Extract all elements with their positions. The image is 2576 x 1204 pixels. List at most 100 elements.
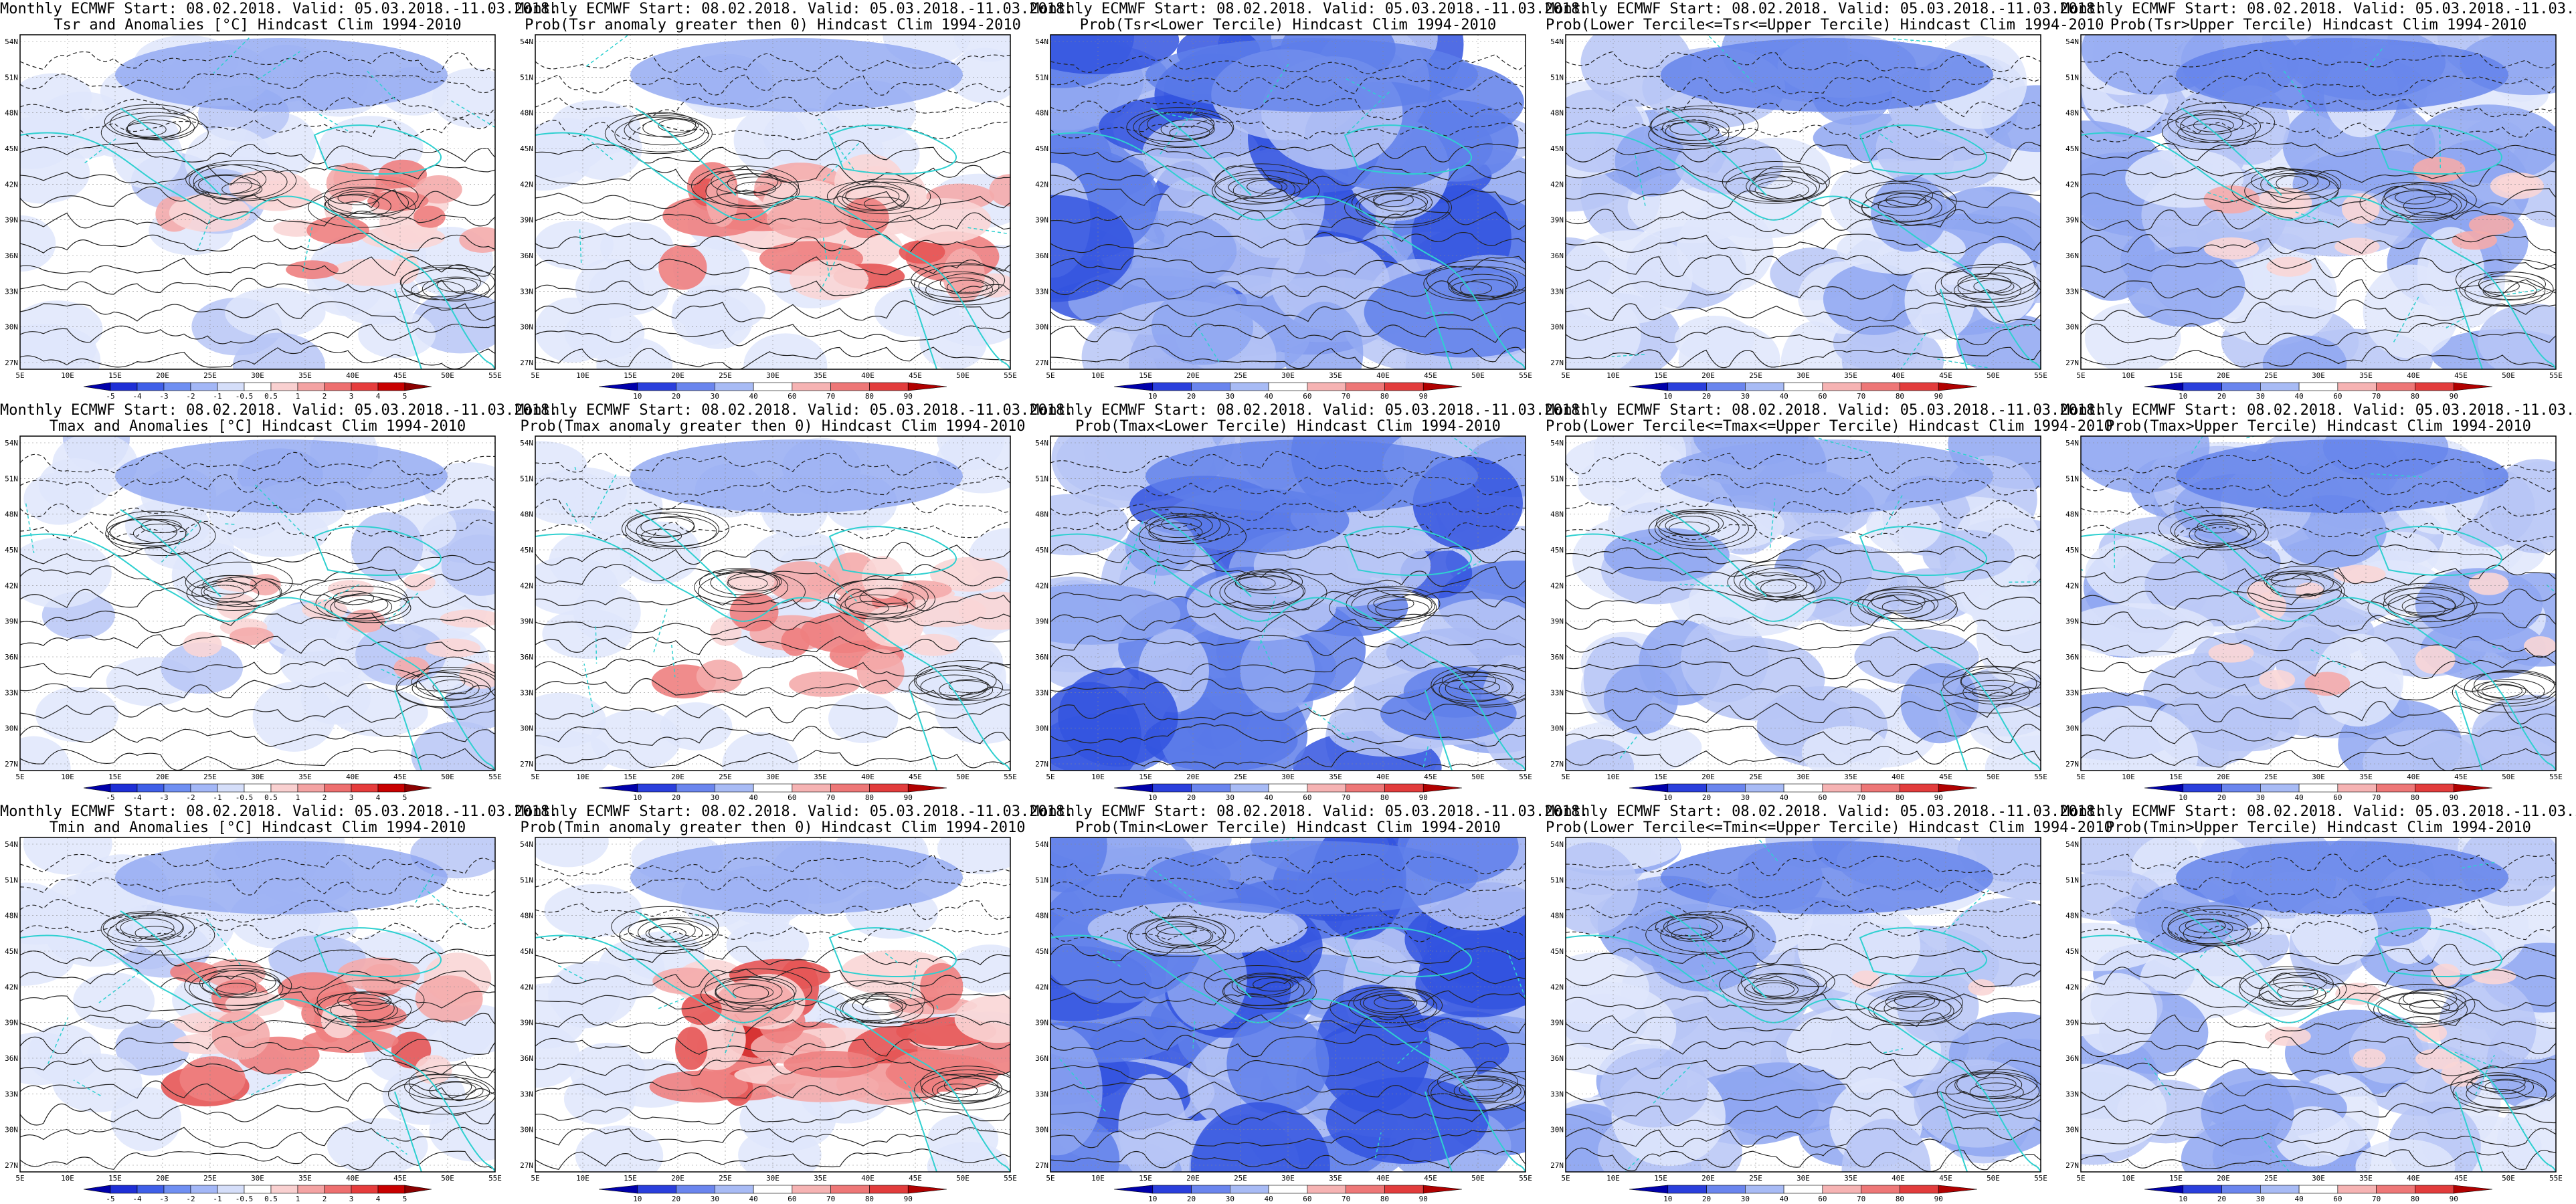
- latitude-tick-label: 30N: [1035, 1126, 1048, 1134]
- isotherm-contour: [1566, 968, 2041, 987]
- colorbar-swatch: [2453, 382, 2493, 391]
- warm-anomaly-area: [781, 627, 810, 656]
- terrain-contour: [691, 165, 800, 207]
- cold-anomaly-area: [535, 837, 609, 868]
- latitude-tick-label: 33N: [1550, 688, 1564, 697]
- longitude-tick-label: 30E: [2312, 371, 2325, 380]
- colorbar-label: 10: [633, 392, 642, 401]
- colorbar-label: 60: [1818, 1195, 1827, 1203]
- longitude-tick-label: 35E: [1844, 773, 1857, 781]
- colorbar-label: 90: [1419, 392, 1428, 401]
- country-border: [402, 498, 405, 502]
- colorbar-swatch: [190, 1185, 218, 1194]
- country-border: [1125, 520, 1143, 572]
- terrain-contour: [1940, 264, 2035, 300]
- colorbar-label: 80: [2411, 793, 2419, 802]
- colorbar-label: 2: [323, 793, 327, 802]
- coastline: [20, 132, 495, 369]
- colorbar-label: 60: [2333, 793, 2342, 802]
- latitude-tick-label: 42N: [2065, 581, 2079, 590]
- terrain-contour: [126, 119, 181, 139]
- latitude-tick-label: 36N: [5, 252, 18, 260]
- longitude-tick-label: 45E: [2454, 1174, 2468, 1183]
- cold-anomaly-area: [630, 841, 963, 914]
- terrain-contour: [1423, 266, 1518, 302]
- latitude-tick-label: 54N: [5, 439, 18, 447]
- terrain-contour: [315, 585, 410, 621]
- terrain-contour: [827, 579, 935, 620]
- longitude-tick-label: 5E: [15, 371, 24, 380]
- longitude-tick-label: 50E: [956, 773, 970, 781]
- coastline: [2181, 910, 2282, 999]
- terrain-contour: [1231, 973, 1299, 998]
- longitude-tick-label: 10E: [1606, 773, 1620, 781]
- longitude-tick-label: 55E: [1004, 773, 1017, 781]
- forecast-panel-tmin-prob-lower: Monthly ECMWF Start: 08.02.2018. Valid: …: [1030, 803, 1588, 1204]
- colorbar-swatch: [244, 382, 272, 391]
- longitude-tick-label: 40E: [2407, 1174, 2420, 1183]
- coastline: [2181, 509, 2282, 597]
- longitude-tick-label: 40E: [1892, 773, 1905, 781]
- colorbar-swatch: [2415, 382, 2454, 391]
- longitude-tick-label: 30E: [1281, 371, 1295, 380]
- terrain-contour: [2194, 524, 2249, 544]
- cold-anomaly-area: [1125, 517, 1196, 576]
- isotherm-contour: [20, 1126, 495, 1149]
- terrain-contour: [1649, 108, 1744, 144]
- latitude-tick-label: 27N: [1550, 359, 1564, 367]
- terrain-contour: [1253, 977, 1294, 992]
- cold-anomaly-area: [1190, 1102, 1330, 1172]
- colorbar-label: 90: [1934, 392, 1943, 401]
- cold-anomaly-area: [2262, 335, 2347, 369]
- warm-anomaly-area: [2208, 643, 2254, 663]
- isotherm-contour: [2081, 589, 2556, 610]
- warm-anomaly-area: [886, 580, 952, 600]
- terrain-contour: [308, 187, 416, 228]
- country-border: [1397, 1036, 1429, 1064]
- colorbar-label: 20: [672, 1195, 680, 1203]
- isotherm-contour: [1566, 746, 2041, 767]
- isotherm-contour: [2081, 1128, 2556, 1147]
- isotherm-contour: [535, 900, 1010, 920]
- isotherm-contour: [1050, 1034, 1526, 1058]
- warm-anomaly-area: [2415, 1048, 2460, 1070]
- cold-anomaly-area: [1050, 35, 1180, 75]
- isotherm-contour: [535, 1105, 1010, 1125]
- latitude-tick-label: 54N: [520, 439, 533, 447]
- longitude-tick-label: 30E: [766, 371, 779, 380]
- country-border: [585, 35, 630, 67]
- cold-anomaly-area: [115, 38, 448, 112]
- latitude-tick-label: 45N: [1035, 546, 1048, 555]
- terrain-contour: [1431, 664, 1526, 706]
- colorbar-label: 40: [2294, 392, 2303, 401]
- colorbar-swatch: [217, 1185, 245, 1194]
- longitude-tick-label: 25E: [1749, 773, 1762, 781]
- terrain-contour: [715, 975, 797, 1006]
- latitude-tick-label: 42N: [2065, 180, 2079, 189]
- terrain-contour: [324, 179, 419, 215]
- longitude-tick-label: 25E: [203, 371, 217, 380]
- longitude-tick-label: 40E: [346, 773, 359, 781]
- coastline: [828, 526, 957, 576]
- longitude-tick-label: 35E: [2359, 773, 2373, 781]
- colorbar-label: 3: [349, 392, 354, 401]
- colorbar-label: 30: [1226, 1195, 1234, 1203]
- country-border: [451, 100, 495, 128]
- country-border: [1263, 62, 1291, 103]
- terrain-contour: [2175, 110, 2243, 135]
- cold-anomaly-area: [161, 642, 244, 694]
- cold-anomaly-area: [1118, 1074, 1186, 1172]
- colorbar-label: 30: [2256, 793, 2265, 802]
- longitude-tick-label: 30E: [1281, 1174, 1295, 1183]
- colorbar-swatch: [2221, 783, 2261, 793]
- cold-anomaly-area: [110, 1087, 182, 1152]
- terrain-contour: [1973, 279, 2015, 294]
- terrain-contour: [1969, 1082, 2024, 1102]
- isotherm-contour: [1566, 233, 2041, 254]
- country-border: [583, 664, 594, 714]
- colorbar-label: 80: [1896, 793, 1904, 802]
- terrain-contour: [1212, 170, 1320, 211]
- warm-anomaly-area: [1968, 979, 1995, 996]
- latitude-tick-label: 30N: [1550, 1126, 1564, 1134]
- colorbar-swatch: [270, 382, 298, 391]
